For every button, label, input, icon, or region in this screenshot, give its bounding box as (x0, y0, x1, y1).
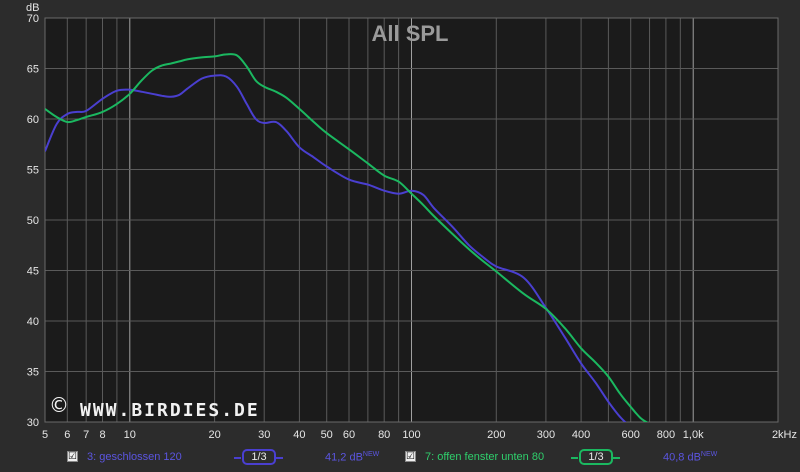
watermark-text: WWW.BIRDIES.DE (80, 400, 260, 421)
series-1-checkbox[interactable]: ☑ (67, 451, 78, 462)
copyright-symbol: © (49, 393, 69, 417)
x-tick-label: 800 (657, 429, 675, 441)
y-tick-label: 65 (27, 64, 39, 76)
y-tick-label: 70 (27, 13, 39, 25)
x-tick-label: 7 (83, 429, 89, 441)
y-tick-label: 30 (27, 417, 39, 429)
series-1-line-swatch (234, 457, 241, 459)
x-tick-label: 5 (42, 429, 48, 441)
x-tick-label: 300 (537, 429, 555, 441)
series-1-line-swatch-right (276, 457, 283, 459)
x-tick-label: 20 (208, 429, 220, 441)
x-tick-label: 2kHz (772, 429, 797, 441)
y-tick-label: 55 (27, 165, 39, 177)
series-line-2 (45, 53, 649, 422)
x-tick-label: 10 (124, 429, 136, 441)
y-tick-label: 50 (27, 215, 39, 227)
series-1-new-badge: NEW (362, 451, 380, 458)
x-tick-label: 60 (343, 429, 355, 441)
series-2-level: 40,8 dB (663, 451, 701, 464)
series-1-label: 3: geschlossen 120 (87, 451, 182, 463)
series-2-new-badge: NEW (700, 451, 718, 458)
y-axis-unit-label: dB (26, 2, 39, 14)
series-2-label: 7: offen fenster unten 80 (425, 451, 545, 463)
grid (44, 17, 779, 423)
series-1-value: 41,2 dBNEW (325, 451, 379, 464)
x-tick-label: 30 (258, 429, 270, 441)
x-tick-label: 100 (402, 429, 420, 441)
y-tick-label: 60 (27, 114, 39, 126)
series-2-line-swatch-right (613, 457, 620, 459)
series-2-checkbox[interactable]: ☑ (405, 451, 416, 462)
chart-title: All SPL (371, 21, 448, 46)
x-tick-label: 8 (99, 429, 105, 441)
x-tick-label: 1,0k (683, 429, 704, 441)
series-1-level: 41,2 dB (325, 451, 363, 464)
x-tick-labels: 5 6 7 8 10 20 30 40 50 60 80 100 200 300 400 600 800 1,0k… (42, 429, 797, 441)
x-tick-label: 200 (487, 429, 505, 441)
x-tick-label: 80 (378, 429, 390, 441)
series-2-smoothing-button[interactable]: 1/3 (579, 449, 613, 465)
x-tick-label: 600 (622, 429, 640, 441)
x-tick-label: 400 (572, 429, 590, 441)
x-tick-label: 50 (321, 429, 333, 441)
y-tick-label: 35 (27, 367, 39, 379)
y-tick-label: 45 (27, 266, 39, 278)
y-tick-labels: 30 35 40 45 50 55 60 65 70 (27, 13, 39, 429)
series-2-line-swatch (571, 457, 578, 459)
series-1-smoothing-button[interactable]: 1/3 (242, 449, 276, 465)
curves (45, 53, 649, 422)
x-tick-label: 6 (64, 429, 70, 441)
plot-border (44, 17, 779, 423)
y-tick-label: 40 (27, 316, 39, 328)
x-tick-label: 40 (293, 429, 305, 441)
legend-bar: ☑ 3: geschlossen 120 1/3 41,2 dBNEW ☑ 7:… (0, 446, 800, 472)
series-2-value: 40,8 dBNEW (663, 451, 717, 464)
